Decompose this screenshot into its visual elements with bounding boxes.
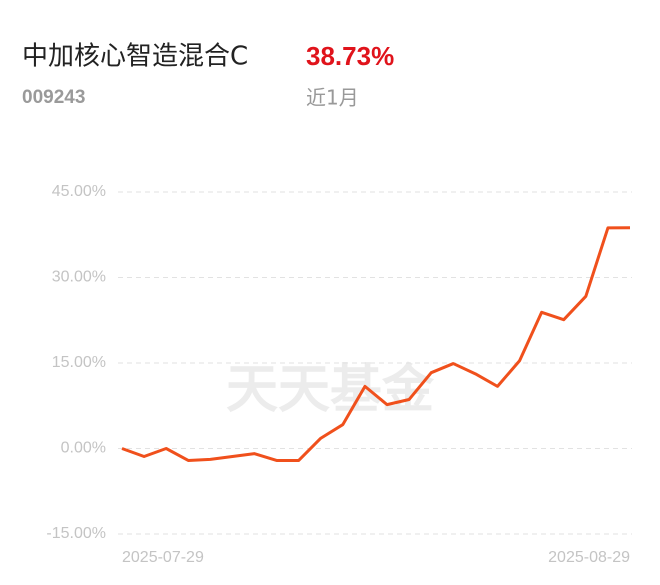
y-tick-label: 30.00%: [52, 269, 106, 286]
x-tick-label: 2025-08-29: [548, 549, 630, 566]
price-line: [121, 226, 631, 462]
fund-code: 009243: [22, 87, 85, 108]
y-tick-label: -15.00%: [46, 525, 106, 542]
y-tick-label: 15.00%: [52, 354, 106, 371]
x-tick-label: 2025-07-29: [122, 549, 204, 566]
watermark: 天天基金: [226, 360, 435, 420]
fund-name: 中加核心智造混合C: [22, 42, 248, 72]
fund-return: 38.73%: [306, 41, 394, 71]
period: 近1月: [306, 86, 359, 110]
y-tick-label: 0.00%: [61, 440, 106, 457]
y-tick-label: 45.00%: [52, 183, 106, 200]
